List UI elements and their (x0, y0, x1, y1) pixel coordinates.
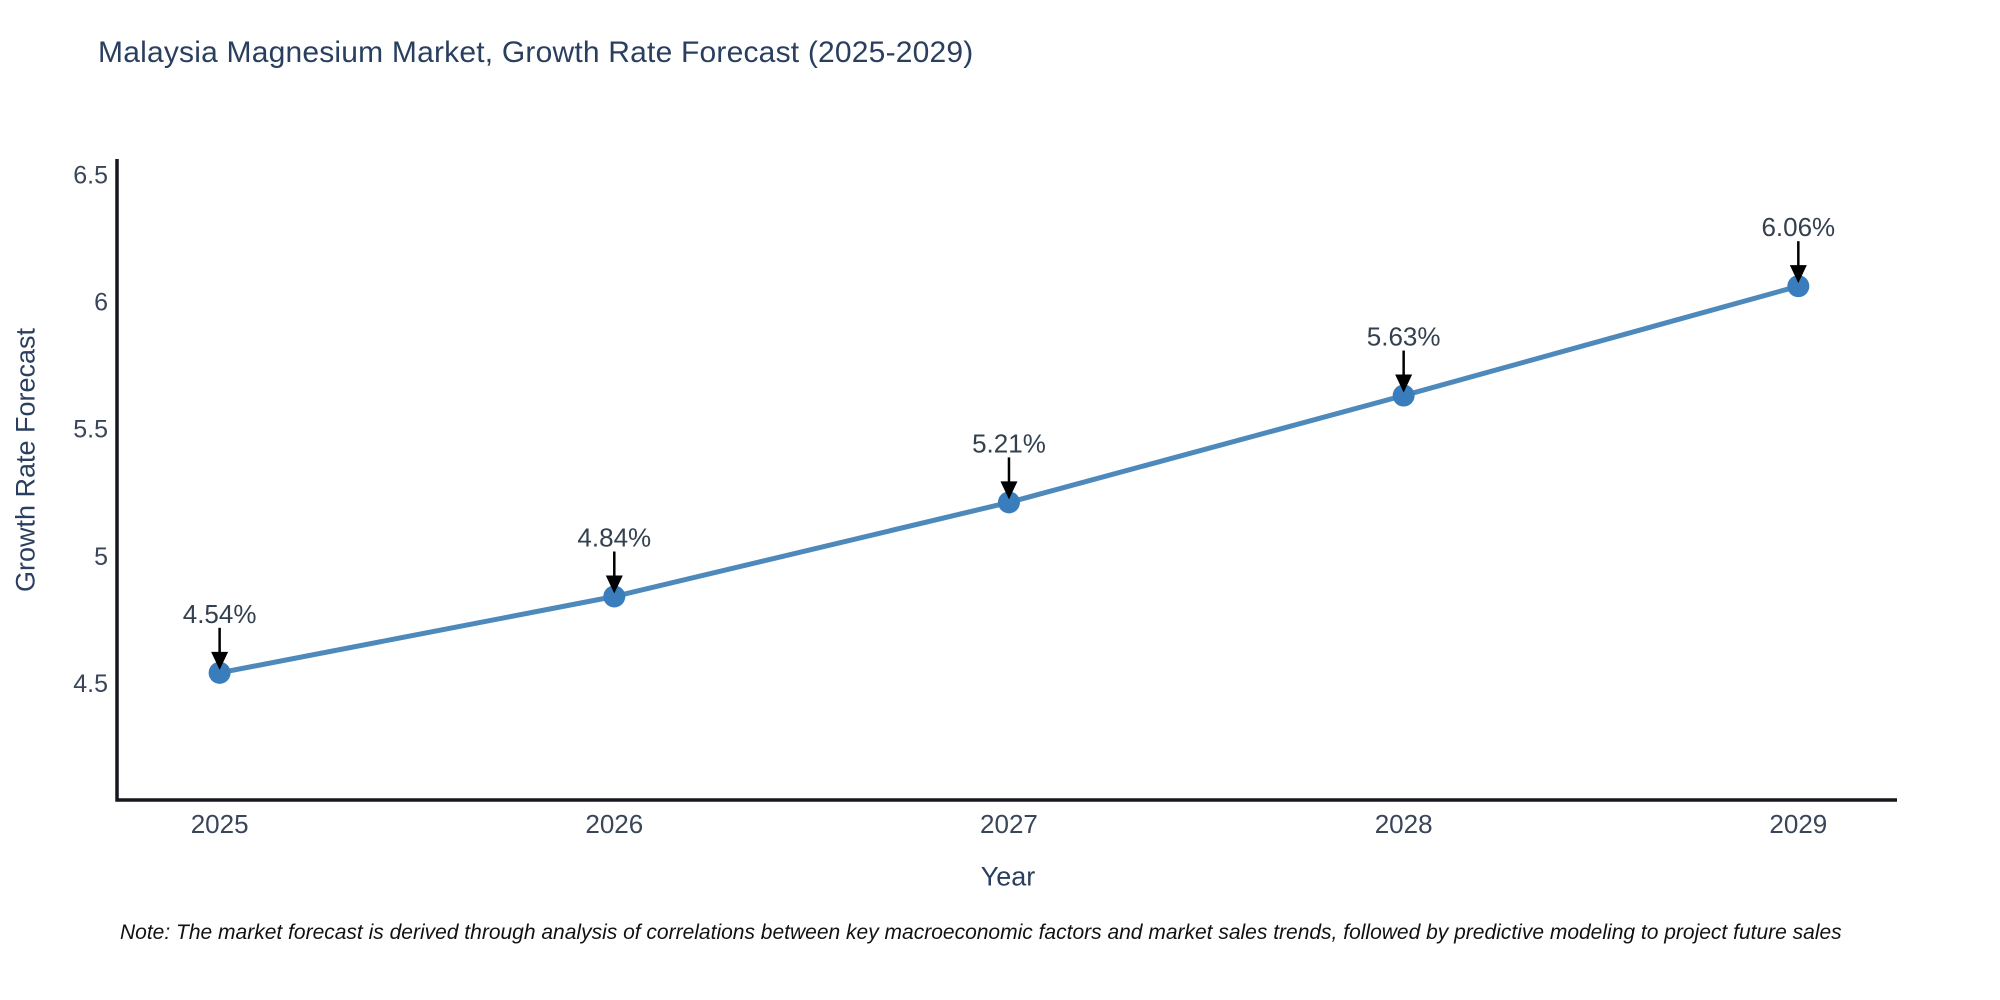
point-value-label: 5.21% (972, 428, 1046, 458)
y-tick-label: 4.5 (73, 670, 108, 698)
annotation-arrowhead-icon (1000, 481, 1018, 500)
y-tick-label: 6 (94, 288, 108, 316)
y-tick-label: 6.5 (73, 161, 108, 189)
y-tick-label: 5.5 (73, 416, 108, 444)
axis-spines (115, 159, 1897, 802)
x-axis-title: Year (980, 861, 1036, 892)
data-point-marker (1392, 384, 1415, 407)
x-tick-label: 2026 (585, 809, 643, 839)
y-tick-label: 5 (94, 543, 108, 571)
point-value-label: 4.84% (577, 523, 651, 553)
chart-title: Malaysia Magnesium Market, Growth Rate F… (98, 36, 974, 69)
point-value-label: 4.54% (183, 599, 257, 629)
x-tick-label: 2025 (191, 809, 249, 839)
annotation-arrowhead-icon (211, 651, 229, 670)
x-tick-label: 2029 (1769, 809, 1827, 839)
x-tick-label: 2028 (1375, 809, 1433, 839)
data-point-marker (208, 661, 231, 684)
data-point-marker (1787, 275, 1810, 298)
annotation-arrowhead-icon (605, 575, 623, 594)
point-value-label: 6.06% (1761, 212, 1835, 242)
annotation-arrowhead-icon (1789, 265, 1807, 284)
data-point-marker (603, 585, 626, 608)
x-tick-label: 2027 (980, 809, 1038, 839)
footnote: Note: The market forecast is derived thr… (120, 921, 1842, 944)
data-point-marker (997, 491, 1020, 514)
point-value-label: 5.63% (1367, 322, 1441, 352)
annotation-arrowhead-icon (1395, 374, 1413, 393)
